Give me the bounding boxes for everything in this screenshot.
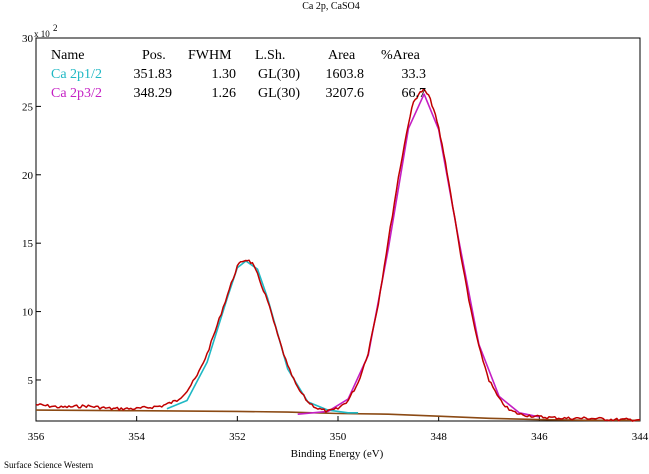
y-axis-ticks: 5 10 15 20 25 30 bbox=[22, 33, 41, 387]
legend-header: FWHM bbox=[188, 48, 232, 63]
legend-row-value: 33.3 bbox=[402, 67, 427, 82]
y-multiplier-exponent: 2 bbox=[53, 23, 58, 33]
y-tick-label: 5 bbox=[28, 375, 34, 387]
legend-header: Area bbox=[328, 48, 356, 63]
y-multiplier-label: x 10 bbox=[34, 29, 50, 39]
series-background bbox=[35, 409, 640, 422]
x-tick-label: 344 bbox=[632, 431, 649, 443]
legend-row-name: Ca 2p3/2 bbox=[51, 86, 102, 101]
legend-header: Pos. bbox=[142, 48, 166, 63]
y-tick-label: 15 bbox=[22, 238, 34, 250]
legend-row-value: 66.7 bbox=[402, 86, 427, 101]
x-axis-label: Binding Energy (eV) bbox=[291, 448, 384, 460]
legend-header: %Area bbox=[381, 48, 421, 63]
x-tick-label: 354 bbox=[128, 431, 145, 443]
legend-header: Name bbox=[51, 48, 84, 63]
x-tick-label: 352 bbox=[229, 431, 246, 443]
y-tick-label: 25 bbox=[22, 101, 34, 113]
legend-table: Name Pos. FWHM L.Sh. Area %Area Ca 2p1/2 351.83… bbox=[51, 48, 426, 101]
legend-row-name: Ca 2p1/2 bbox=[51, 67, 102, 82]
legend-row-value: 351.83 bbox=[134, 67, 173, 82]
x-tick-label: 348 bbox=[430, 431, 447, 443]
y-tick-label: 30 bbox=[22, 33, 34, 45]
chart-title: Ca 2p, CaSO4 bbox=[302, 1, 360, 12]
legend-row-value: 1603.8 bbox=[326, 67, 365, 82]
legend-row-value: GL(30) bbox=[258, 67, 300, 82]
legend-row-value: 1.26 bbox=[212, 86, 237, 101]
x-tick-label: 356 bbox=[28, 431, 45, 443]
legend-header: L.Sh. bbox=[255, 48, 285, 63]
series-layer bbox=[35, 88, 641, 422]
x-tick-label: 350 bbox=[330, 431, 347, 443]
legend-row-value: GL(30) bbox=[258, 86, 300, 101]
y-tick-label: 10 bbox=[22, 307, 34, 319]
footer-text: Surface Science Western bbox=[4, 460, 94, 470]
x-axis-ticks: 356 354 352 350 348 346 344 bbox=[28, 416, 649, 443]
y-tick-label: 20 bbox=[22, 170, 34, 182]
legend-row-value: 3207.6 bbox=[326, 86, 365, 101]
x-tick-label: 346 bbox=[531, 431, 548, 443]
legend-row-value: 348.29 bbox=[134, 86, 173, 101]
series-data bbox=[35, 88, 641, 422]
series-ca-2p1-2 bbox=[166, 260, 359, 414]
series-ca-2p3-2 bbox=[297, 93, 540, 418]
legend-row-value: 1.30 bbox=[212, 67, 237, 82]
